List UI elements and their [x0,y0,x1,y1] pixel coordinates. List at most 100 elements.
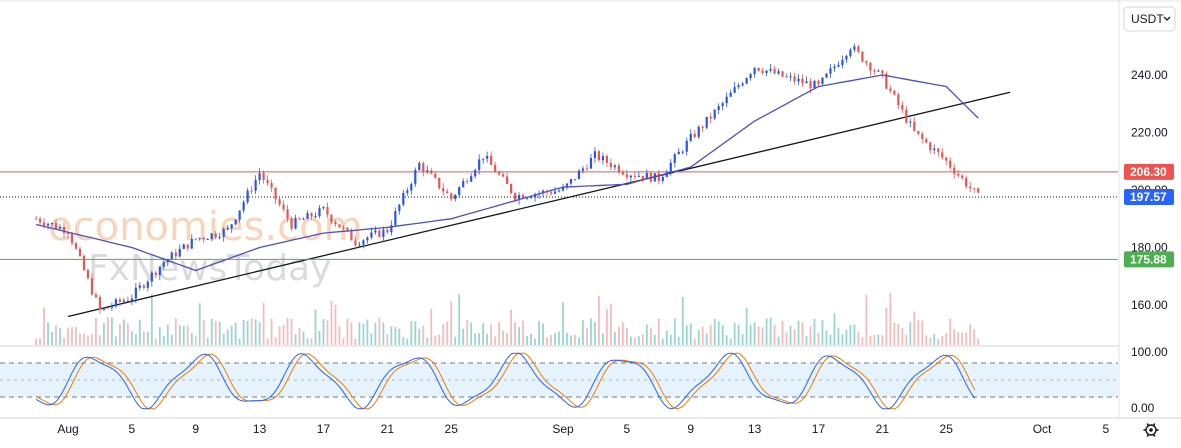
volume-bar [326,320,329,345]
candle-body [697,126,700,137]
candle-body [230,224,233,229]
candle-body [525,197,529,199]
candle-body [625,174,628,178]
candle-body [278,199,281,205]
volume-bar [206,337,209,345]
volume-bar [917,320,920,345]
volume-bar [334,304,337,345]
candle-body [298,218,301,220]
volume-bar [242,319,245,345]
volume-bar [602,333,604,345]
moving-average-line [35,74,979,272]
volume-bar [861,337,864,345]
candle-body [745,78,748,84]
volume-bar [598,295,600,345]
candle-body [533,194,537,198]
volume-bar [649,327,652,345]
stoch-tick-label: 0.00 [1131,401,1155,415]
candle-body [262,173,265,180]
volume-bar [661,338,664,345]
candle-body [689,133,692,141]
volume-bar [713,318,716,345]
candle-body [681,151,684,153]
x-tick-label: 25 [940,422,954,436]
volume-bar [570,335,572,345]
volume-bar [75,327,77,345]
candle-body [198,237,201,239]
candle-body [238,210,241,220]
candle-body [773,68,776,74]
volume-bar [953,329,956,345]
candle-body [490,155,493,165]
candle-body [458,187,461,195]
volume-bar [346,318,349,345]
candle-body [593,151,597,158]
volume-bar [781,321,784,345]
volume-bar [877,334,880,345]
candle-body [246,190,249,203]
volume-bar [222,333,225,345]
candle-body [513,193,517,200]
candle-body [162,262,165,267]
volume-bar [506,333,509,345]
volume-bar [166,324,169,345]
candle-body [565,183,569,188]
candle-body [713,109,716,119]
y-tick-label: 240.00 [1131,68,1168,82]
candle-body [617,165,620,173]
candle-body [645,172,648,179]
candle-body [941,152,944,158]
trendline[interactable] [67,91,1011,318]
volume-bar [470,322,473,345]
volume-bar [150,294,153,345]
candle-body [330,214,333,222]
candle-body [66,232,70,234]
volume-bar [330,300,333,345]
volume-bar [474,333,477,345]
volume-bar [498,321,501,345]
volume-bar [534,338,536,345]
candle-body [893,90,896,95]
volume-bar [841,334,844,345]
volume-bar [170,334,173,345]
candle-body [114,299,118,307]
candle-body [905,109,908,123]
candle-body [50,223,54,225]
candle-body [410,184,413,191]
volume-bar [426,337,429,345]
volume-bar [55,325,57,345]
candle-body [290,218,293,229]
candle-body [146,281,149,288]
volume-bar [937,338,940,345]
candle-body [250,190,253,192]
candle-body [202,237,205,240]
volume-bar [486,333,489,345]
volume-bar [394,326,397,345]
candle-body [270,183,273,188]
candle-body [821,77,824,84]
volume-bar [717,321,720,345]
candle-body [869,63,872,71]
candle-body [58,226,62,229]
volume-bar [969,324,972,345]
volume-bar [665,330,668,345]
volume-bar [645,324,648,345]
volume-bar [182,325,185,345]
candle-body [901,105,904,110]
volume-bar [594,322,596,345]
candle-body [569,179,573,184]
volume-bar [893,322,896,345]
candle-body [817,80,820,84]
currency-selector[interactable]: USDT [1123,6,1176,32]
candle-body [318,208,321,217]
volume-bar [793,329,796,345]
volume-bar [586,327,588,345]
gear-icon[interactable] [1143,423,1159,437]
volume-bar [829,334,832,345]
candle-body [494,164,497,173]
volume-bar [358,322,361,345]
volume-bar [59,328,61,345]
candle-body [809,81,812,89]
volume-bar [705,333,708,345]
